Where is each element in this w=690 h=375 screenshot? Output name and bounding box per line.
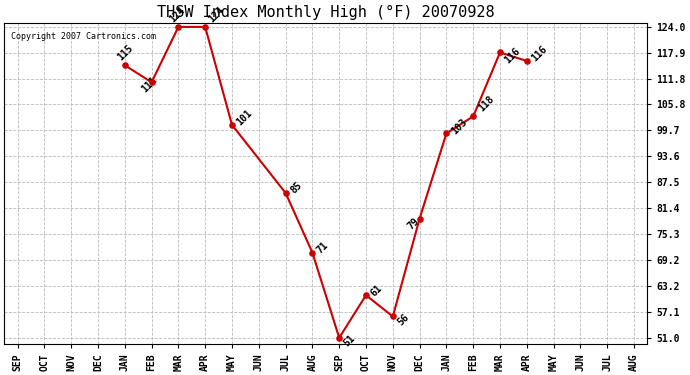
- Point: [334, 335, 345, 341]
- Point: [522, 58, 533, 64]
- Point: [173, 24, 184, 30]
- Point: [280, 190, 291, 196]
- Text: 85: 85: [288, 180, 304, 196]
- Text: 111: 111: [139, 75, 159, 95]
- Text: 115: 115: [115, 43, 135, 63]
- Text: 124: 124: [167, 4, 187, 24]
- Text: 56: 56: [395, 312, 411, 328]
- Point: [468, 113, 479, 119]
- Point: [307, 250, 318, 256]
- Text: 103: 103: [449, 117, 469, 136]
- Point: [199, 24, 210, 30]
- Text: Copyright 2007 Cartronics.com: Copyright 2007 Cartronics.com: [10, 32, 156, 41]
- Title: THSW Index Monthly High (°F) 20070928: THSW Index Monthly High (°F) 20070928: [157, 5, 495, 20]
- Text: 79: 79: [406, 216, 421, 231]
- Text: 116: 116: [530, 44, 549, 64]
- Point: [495, 50, 506, 55]
- Text: 118: 118: [476, 94, 495, 114]
- Text: 124: 124: [206, 4, 226, 24]
- Point: [119, 62, 130, 68]
- Point: [387, 314, 398, 320]
- Point: [226, 122, 237, 128]
- Text: 116: 116: [503, 45, 522, 65]
- Point: [414, 216, 425, 222]
- Text: 101: 101: [235, 108, 255, 128]
- Point: [441, 130, 452, 136]
- Text: 61: 61: [368, 283, 384, 298]
- Point: [146, 79, 157, 85]
- Text: 71: 71: [315, 240, 331, 255]
- Point: [360, 292, 371, 298]
- Text: 51: 51: [342, 333, 357, 349]
